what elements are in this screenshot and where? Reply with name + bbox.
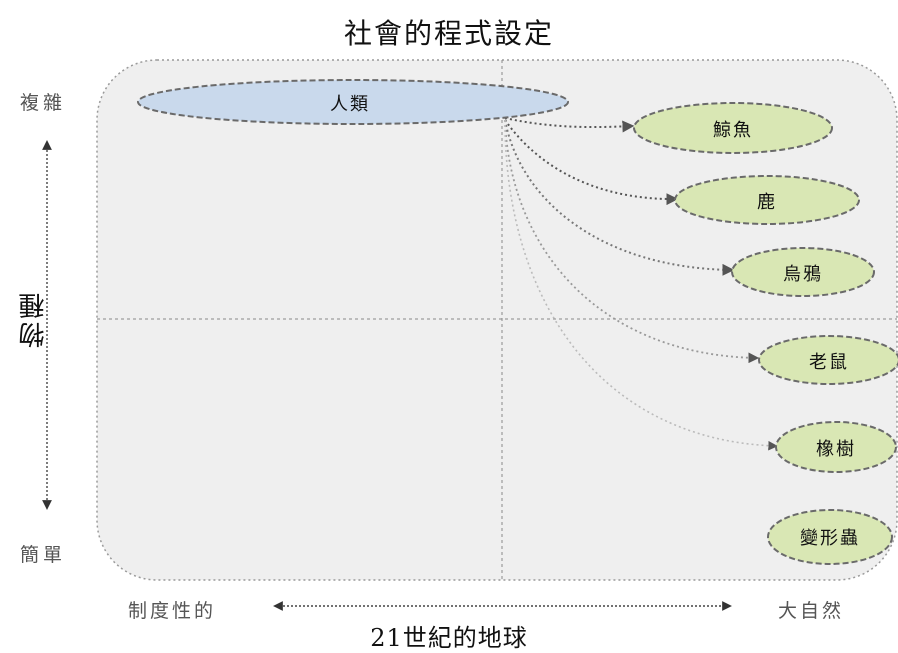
node-rat xyxy=(758,335,898,385)
node-human-label: 人類 xyxy=(330,94,370,115)
diagram-title: 社會的程式設定 xyxy=(343,17,554,50)
edge-human-oak xyxy=(504,119,778,451)
node-oak-label: 橡樹 xyxy=(816,439,856,460)
node-crow-label: 烏鴉 xyxy=(783,264,823,285)
node-whale xyxy=(633,102,833,154)
node-deer xyxy=(674,175,860,225)
node-whale-label: 鯨魚 xyxy=(713,120,753,141)
node-deer-label: 鹿 xyxy=(757,192,777,213)
node-oak xyxy=(775,421,897,473)
node-human xyxy=(137,79,569,125)
x-axis-right-label: 大自然 xyxy=(778,600,845,622)
edge-human-rat xyxy=(504,119,760,364)
y-axis-top-label: 複雜 xyxy=(20,92,67,114)
node-crow xyxy=(731,247,875,297)
edge-human-whale xyxy=(504,117,635,133)
node-caterpillar-label: 變形蟲 xyxy=(800,528,860,549)
edge-human-crow xyxy=(504,119,735,276)
x-axis-title: 21世紀的地球 xyxy=(370,624,528,652)
y-axis-bottom-label: 簡單 xyxy=(20,544,67,566)
x-axis-left-label: 制度性的 xyxy=(128,600,217,622)
node-rat-label: 老鼠 xyxy=(809,352,849,373)
node-caterpillar xyxy=(767,509,893,565)
y-axis-title: 物種 xyxy=(19,290,49,348)
